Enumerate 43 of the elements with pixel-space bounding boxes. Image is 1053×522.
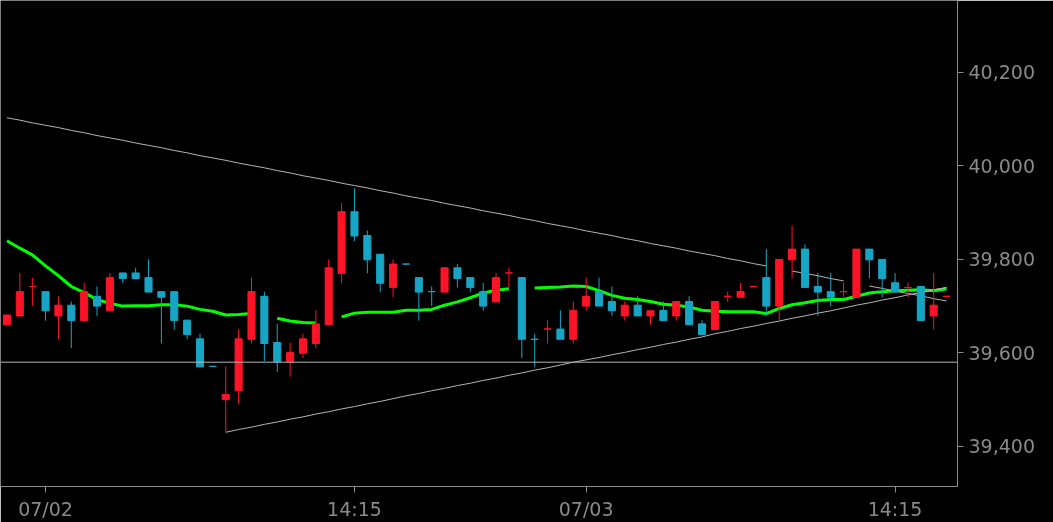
candlestick xyxy=(672,300,681,322)
candlestick xyxy=(389,258,398,298)
candlestick xyxy=(504,267,513,288)
y-tick-label: 39,400 xyxy=(968,435,1035,458)
candlestick xyxy=(273,323,282,373)
candlestick xyxy=(929,272,938,330)
candlestick xyxy=(582,277,591,312)
candlestick xyxy=(659,300,668,322)
candlestick xyxy=(891,272,900,293)
candlestick xyxy=(183,319,192,340)
candlestick xyxy=(479,282,488,312)
candlestick xyxy=(221,365,230,433)
candlestick xyxy=(157,291,166,344)
candlestick xyxy=(453,263,462,288)
y-tick-label: 39,800 xyxy=(968,248,1035,271)
x-tick-label: 07/03 xyxy=(558,497,614,520)
candlestick xyxy=(556,309,565,340)
candlestick xyxy=(594,277,604,307)
candlestick xyxy=(685,295,694,326)
candlestick xyxy=(813,272,822,317)
candlestick xyxy=(144,258,153,293)
candlestick xyxy=(41,291,50,322)
y-tick-label: 40,200 xyxy=(968,61,1035,84)
candlestick xyxy=(620,300,629,322)
x-tick-label: 14:15 xyxy=(327,497,382,520)
x-tick-label: 07/02 xyxy=(18,497,73,520)
candlestick xyxy=(93,285,102,317)
candlestick xyxy=(67,300,76,349)
candlestick xyxy=(865,248,874,280)
y-tick-label: 40,000 xyxy=(968,154,1035,177)
candlestick xyxy=(788,225,797,280)
candlestick xyxy=(298,333,308,359)
x-tick-label: 14:15 xyxy=(867,497,923,520)
y-tick-label: 39,600 xyxy=(968,341,1035,364)
candlestick xyxy=(286,342,295,378)
candlestick xyxy=(311,309,320,349)
candlestick xyxy=(633,295,642,317)
candlestick xyxy=(54,295,63,340)
candlestick xyxy=(543,319,552,344)
candlestick xyxy=(826,272,835,307)
candlestick xyxy=(878,258,887,298)
candlestick xyxy=(414,277,423,322)
candlestick xyxy=(607,285,616,317)
